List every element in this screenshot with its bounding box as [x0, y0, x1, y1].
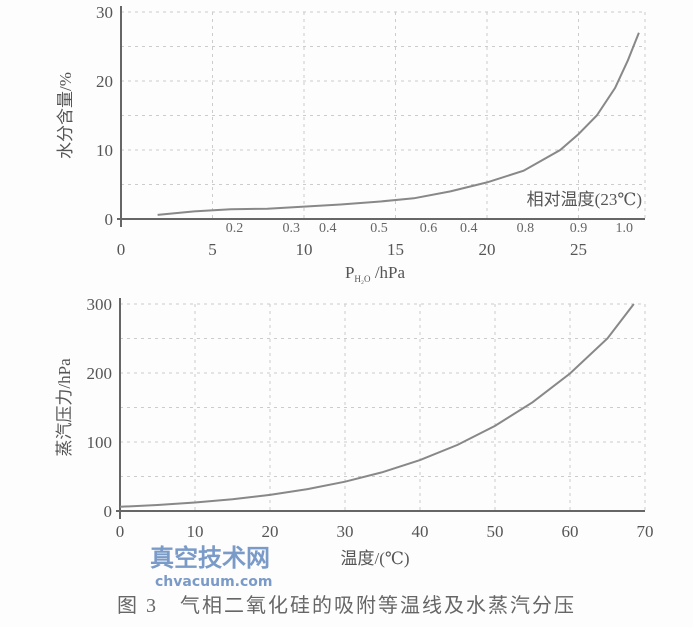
relative-humidity-tick: 0.5: [370, 221, 388, 236]
x-tick-label: 0: [116, 522, 125, 541]
y-tick-label: 300: [87, 295, 113, 314]
x-tick-label: 25: [570, 240, 587, 259]
relative-humidity-tick: 0.8: [517, 221, 535, 236]
relative-humidity-tick: 1.0: [616, 221, 634, 236]
relative-humidity-tick: 0.4: [319, 221, 337, 236]
relative-humidity-tick: 0.2: [226, 221, 244, 236]
relative-humidity-tick: 0.9: [570, 221, 588, 236]
x-tick-label: 15: [387, 240, 404, 259]
vapor-pressure-chart: 0 100 200 300 0 10 20 30 40 50 60 70 蒸汽压力/hPa 温度/(℃): [55, 295, 654, 568]
isotherm-chart: 0 10 20 30 0 5 10 15 20 25 水分含量/% PH₂O /hPa 相对温度(23℃…: [56, 3, 646, 284]
watermark: 真空技术网 chvacuum.com: [150, 543, 272, 590]
figure-caption: 图 3 气相二氧化硅的吸附等温线及水蒸汽分压: [117, 595, 576, 617]
x-tick-label: 30: [337, 522, 354, 541]
x-tick-label: 0: [117, 240, 126, 259]
relative-humidity-tick: 0.4: [460, 221, 478, 236]
series-line: [119, 303, 635, 508]
secondary-axis-label: 相对温度(23℃): [527, 190, 642, 209]
x-tick-label: 60: [562, 522, 579, 541]
x-tick-label: 10: [296, 240, 313, 259]
relative-humidity-tick: 0.3: [282, 221, 300, 236]
watermark-text: 真空技术网: [150, 543, 270, 572]
relative-humidity-tick: 0.6: [420, 221, 438, 236]
x-tick-label: 70: [637, 522, 654, 541]
x-tick-label: 5: [208, 240, 217, 259]
x-tick-label: 50: [487, 522, 504, 541]
y-tick-label: 30: [96, 3, 113, 22]
y-tick-label: 10: [96, 141, 113, 160]
x-tick-label: 40: [412, 522, 429, 541]
y-tick-label: 200: [87, 364, 113, 383]
y-tick-label: 0: [105, 210, 114, 229]
x-tick-label: 20: [479, 240, 496, 259]
x-axis-label: PH₂O /hPa: [345, 263, 406, 284]
y-tick-label: 20: [96, 72, 113, 91]
y-tick-label: 100: [87, 433, 113, 452]
y-axis-label: 蒸汽压力/hPa: [55, 358, 74, 457]
y-axis-label: 水分含量/%: [56, 72, 75, 159]
x-tick-label: 20: [262, 522, 279, 541]
x-axis-label: 温度/(℃): [340, 549, 409, 568]
watermark-url: chvacuum.com: [155, 574, 272, 590]
series-line: [157, 32, 640, 216]
x-tick-label: 10: [187, 522, 204, 541]
y-tick-label: 0: [104, 502, 113, 521]
